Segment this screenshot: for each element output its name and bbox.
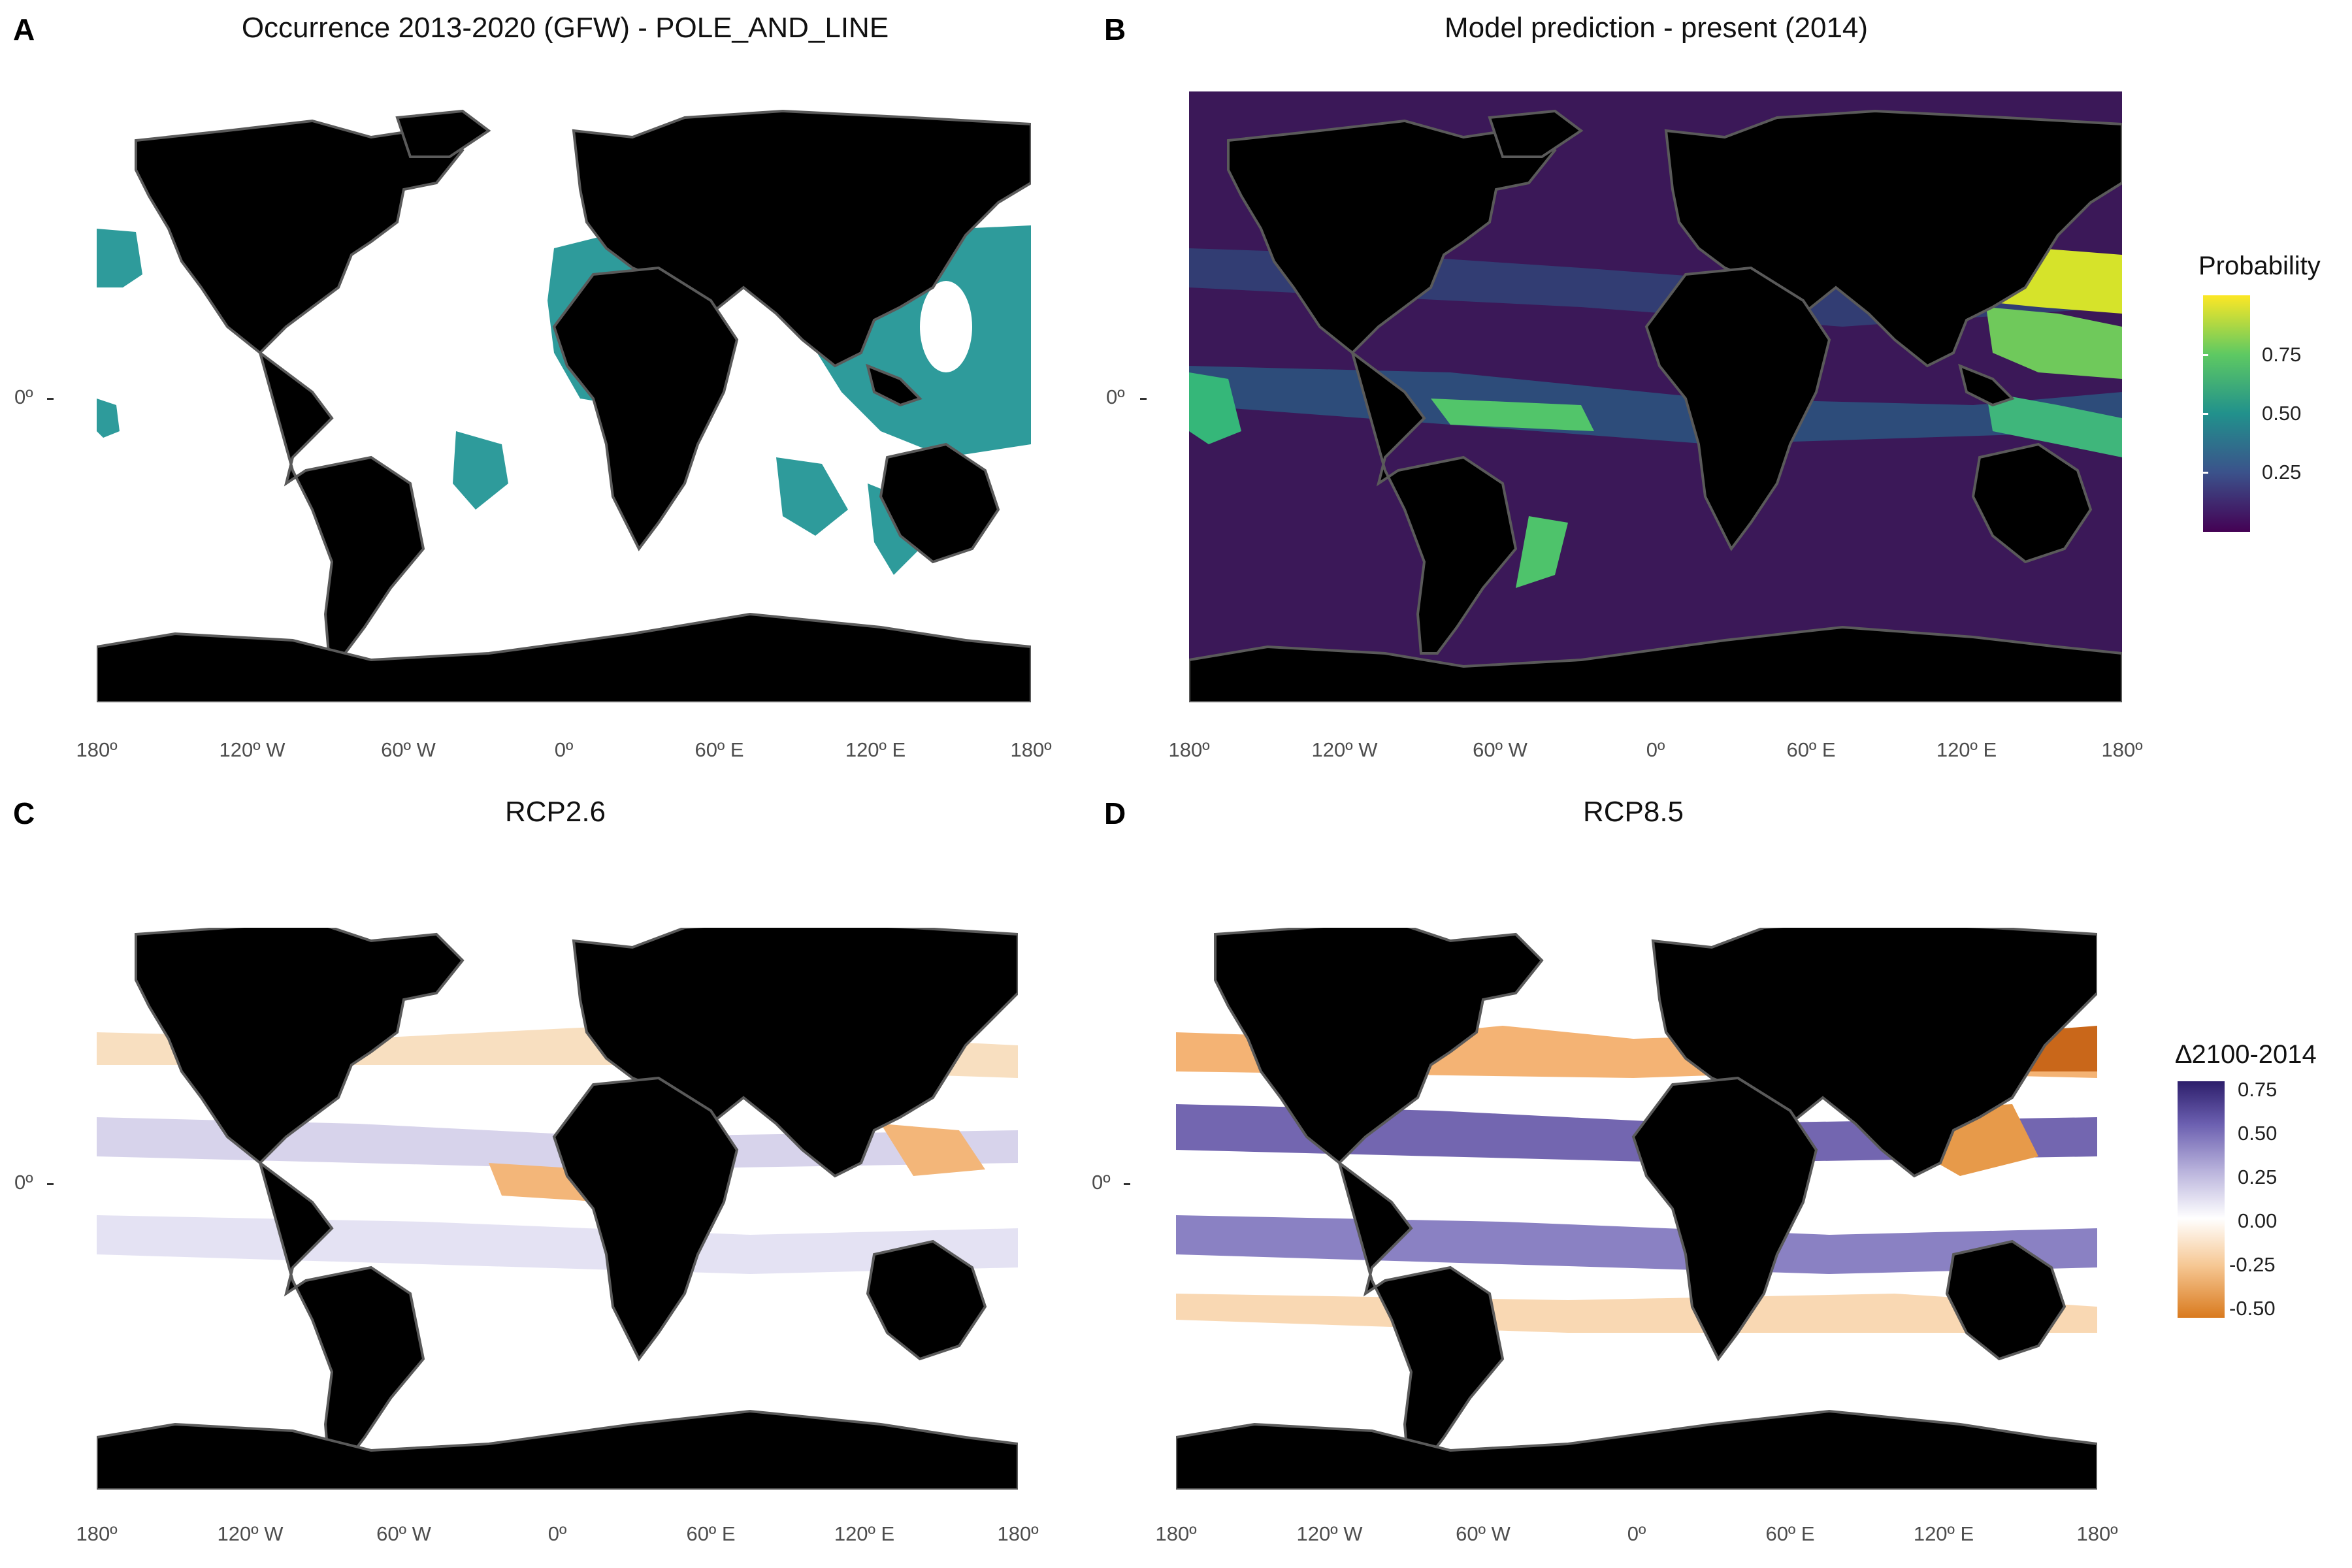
x-tick-b-6: 180º [2101, 738, 2143, 761]
x-tick-c-0: 180º [76, 1522, 118, 1545]
land-masses [97, 109, 1031, 702]
x-tick-d-2: 60º W [1456, 1522, 1511, 1545]
panel-letter-d: D [1104, 796, 1126, 830]
legend-change-label: -0.50 [2229, 1297, 2276, 1320]
panel-title-c: RCP2.6 [504, 796, 606, 828]
legend-probability-tick [2203, 354, 2208, 356]
world-map-c [97, 928, 1018, 1490]
legend-probability-label: 0.25 [2262, 461, 2302, 483]
x-tick-c-2: 60º W [376, 1522, 431, 1545]
land-masses [1189, 109, 2122, 702]
y-tick-mark-d [1124, 1183, 1130, 1185]
x-tick-c-3: 0º [547, 1522, 567, 1545]
world-map-a [97, 91, 1031, 702]
x-tick-b-4: 60º E [1786, 738, 1836, 761]
y-tick-c: 0º [14, 1171, 33, 1194]
legend-change-label: 0.50 [2238, 1122, 2278, 1145]
legend-probability-tick [2203, 472, 2208, 474]
x-tick-b-0: 180º [1168, 738, 1210, 761]
land-masses [97, 928, 1018, 1490]
x-tick-a-5: 120º E [845, 738, 906, 761]
x-tick-a-2: 60º W [381, 738, 436, 761]
map-probability [1189, 91, 2122, 702]
legend-probability-label: 0.50 [2262, 402, 2302, 425]
y-tick-mark-b [1140, 398, 1147, 400]
x-tick-a-1: 120º W [219, 738, 286, 761]
map-rcp26 [97, 928, 1018, 1490]
panel-title-a: Occurrence 2013-2020 (GFW) - POLE_AND_LI… [241, 12, 889, 44]
legend-change-label: 0.25 [2238, 1166, 2278, 1188]
x-tick-d-6: 180º [2076, 1522, 2118, 1545]
y-tick-a: 0º [14, 385, 33, 408]
legend-probability-label: 0.75 [2262, 343, 2302, 366]
x-tick-c-6: 180º [997, 1522, 1039, 1545]
world-map-d [1176, 928, 2097, 1490]
panel-letter-a: A [13, 12, 35, 46]
panel-letter-b: B [1104, 12, 1126, 46]
panel-title-b: Model prediction - present (2014) [1444, 12, 1869, 44]
map-occurrence [97, 91, 1031, 702]
legend-change-label: 0.00 [2238, 1209, 2278, 1232]
gyre-hole [920, 281, 972, 372]
x-tick-b-2: 60º W [1473, 738, 1527, 761]
y-tick-mark-a [47, 398, 54, 400]
y-tick-mark-c [47, 1183, 54, 1185]
y-tick-b: 0º [1106, 385, 1125, 408]
legend-change-label: 0.75 [2238, 1078, 2278, 1101]
legend-change-title: ∆2100-2014 [2176, 1040, 2317, 1069]
y-tick-d: 0º [1092, 1171, 1111, 1194]
x-tick-b-5: 120º E [1936, 738, 1997, 761]
x-tick-d-3: 0º [1627, 1522, 1646, 1545]
legend-probability-title: Probability [2198, 252, 2321, 280]
legend-change-label: -0.25 [2229, 1253, 2276, 1276]
x-tick-a-0: 180º [76, 738, 118, 761]
x-tick-d-0: 180º [1155, 1522, 1197, 1545]
x-tick-c-5: 120º E [834, 1522, 895, 1545]
legend-change-colorbar [2178, 1081, 2225, 1318]
legend-probability-tick [2203, 413, 2208, 415]
map-rcp85 [1176, 928, 2097, 1490]
x-tick-d-5: 120º E [1913, 1522, 1974, 1545]
x-tick-b-3: 0º [1646, 738, 1665, 761]
x-tick-b-1: 120º W [1311, 738, 1378, 761]
x-tick-d-1: 120º W [1296, 1522, 1363, 1545]
land-masses [1176, 928, 2097, 1490]
x-tick-a-4: 60º E [694, 738, 744, 761]
legend-probability-colorbar [2203, 295, 2250, 532]
world-map-b [1189, 91, 2122, 702]
x-tick-c-4: 60º E [686, 1522, 736, 1545]
x-tick-c-1: 120º W [217, 1522, 284, 1545]
x-tick-a-6: 180º [1010, 738, 1052, 761]
panel-title-d: RCP8.5 [1582, 796, 1684, 828]
x-tick-d-4: 60º E [1765, 1522, 1815, 1545]
panel-letter-c: C [13, 796, 35, 830]
x-tick-a-3: 0º [554, 738, 574, 761]
